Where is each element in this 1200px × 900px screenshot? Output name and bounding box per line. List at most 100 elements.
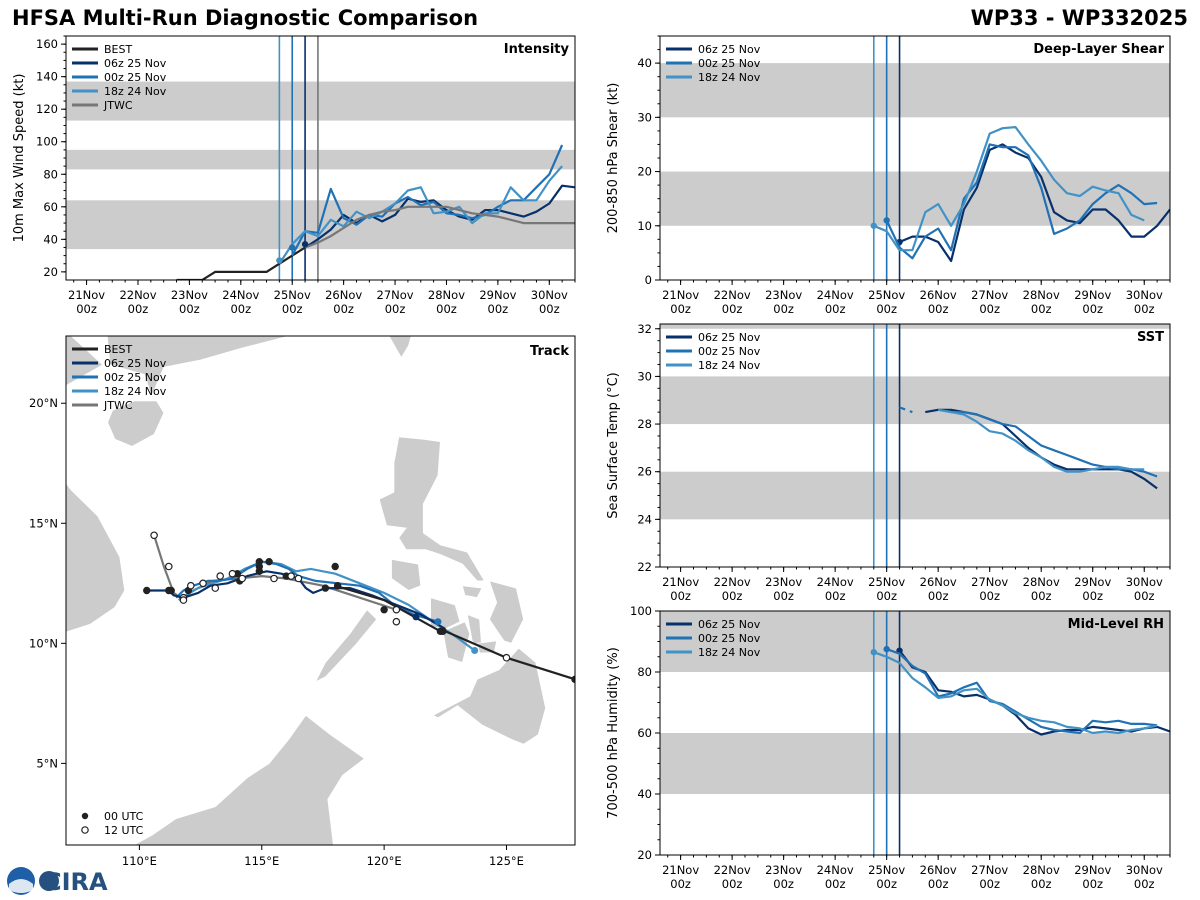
x-tick-label-day: 26Nov — [920, 863, 957, 877]
legend-label: 18z 24 Nov — [698, 646, 761, 659]
legend-label: 06z 25 Nov — [698, 331, 761, 344]
legend-label: BEST — [104, 343, 132, 356]
series-line-run06 — [899, 143, 1170, 263]
legend-label: 06z 25 Nov — [104, 57, 167, 70]
track-point-12utc — [211, 584, 220, 592]
shear-panel-title: Deep-Layer Shear — [1033, 42, 1164, 57]
init-point — [883, 217, 890, 224]
intensity-band — [660, 171, 1170, 226]
x-tick-label-hour: 00z — [76, 302, 97, 316]
track-point-12utc — [392, 605, 401, 614]
series-line-run00 — [291, 144, 564, 257]
x-tick-label-day: 29Nov — [1074, 288, 1111, 302]
shear-y-axis-label: 200-850 hPa Shear (kt) — [606, 83, 621, 234]
series-line-best — [176, 246, 306, 280]
x-tick-label-day: 23Nov — [171, 288, 208, 302]
rh-plot-area — [660, 611, 1170, 855]
track-point-00utc — [265, 557, 273, 566]
noaa-wave-icon — [9, 879, 33, 893]
y-tick-label: 140 — [36, 70, 58, 84]
track-point-12utc — [287, 572, 295, 580]
x-tick-label-hour: 00z — [928, 302, 949, 316]
y-tick-label: 20 — [43, 265, 58, 279]
x-tick-label-day: 28Nov — [428, 288, 465, 302]
track-point-00utc — [255, 567, 264, 575]
x-tick-label-hour: 00z — [230, 302, 251, 316]
x-tick-label-hour: 00z — [722, 589, 743, 603]
legend-label: 00z 25 Nov — [698, 57, 761, 70]
track-start-06z — [412, 613, 420, 621]
x-tick-label-day: 26Nov — [920, 288, 957, 302]
x-tick-label-hour: 00z — [1082, 302, 1103, 316]
legend-label: 06z 25 Nov — [698, 43, 761, 56]
track-point-00utc — [143, 586, 151, 595]
sst-plot-area — [660, 324, 1170, 567]
legend-label: BEST — [104, 43, 132, 56]
legend-label: 18z 24 Nov — [104, 85, 167, 98]
series-line-run00 — [899, 406, 913, 414]
intensity-panel: 2040608010012014016021Nov00z22Nov00z23No… — [12, 35, 576, 316]
y-tick-label: 60 — [637, 726, 652, 740]
x-tick-label-hour: 00z — [979, 589, 1000, 603]
shear-panel: 01020304021Nov00z22Nov00z23Nov00z24Nov00… — [606, 35, 1171, 316]
land-luzon — [378, 436, 486, 582]
track-lon-label: 115°E — [244, 854, 279, 868]
x-tick-label-day: 29Nov — [1074, 863, 1111, 877]
x-tick-label-day: 21Nov — [662, 863, 699, 877]
legend-label: JTWC — [103, 399, 133, 412]
sst-y-axis-label: Sea Surface Temp (°C) — [606, 372, 621, 519]
x-tick-label-day: 30Nov — [1126, 863, 1163, 877]
track-start-18z — [471, 647, 479, 655]
x-tick-label-hour: 00z — [539, 302, 560, 316]
rh-panel: 2040608010021Nov00z22Nov00z23Nov00z24Nov… — [606, 604, 1171, 891]
init-point — [289, 244, 296, 251]
track-lat-label: 5°N — [36, 756, 58, 770]
init-point — [301, 241, 309, 248]
legend-label: 18z 24 Nov — [698, 71, 761, 84]
legend-label: 00z 25 Nov — [104, 371, 167, 384]
track-point-12utc — [294, 574, 303, 583]
x-tick-label-day: 23Nov — [765, 575, 802, 589]
x-tick-label-day: 27Nov — [971, 863, 1008, 877]
y-tick-label: 80 — [637, 665, 652, 679]
x-tick-label-hour: 00z — [670, 877, 691, 891]
track-lon-label: 125°E — [489, 854, 524, 868]
track-panel: 110°E 115°E 120°E 125°E 5°N 10°N 15°N 20°N Track… — [29, 335, 576, 868]
x-tick-label-hour: 00z — [825, 589, 846, 603]
x-tick-label-hour: 00z — [670, 589, 691, 603]
x-tick-label-day: 24Nov — [817, 863, 854, 877]
x-tick-label-hour: 00z — [979, 302, 1000, 316]
x-tick-label-hour: 00z — [773, 302, 794, 316]
intensity-band — [660, 611, 1170, 672]
x-tick-label-hour: 00z — [1082, 589, 1103, 603]
x-tick-label-day: 22Nov — [714, 575, 751, 589]
x-tick-label-hour: 00z — [1082, 877, 1103, 891]
intensity-band — [66, 81, 575, 121]
track-point-12utc — [502, 653, 511, 662]
track-point-12utc — [164, 562, 173, 571]
x-tick-label-hour: 00z — [928, 877, 949, 891]
track-point-12utc — [270, 574, 278, 583]
y-tick-label: 100 — [36, 135, 58, 149]
x-tick-label-hour: 00z — [282, 302, 303, 316]
track-point-00utc — [436, 627, 445, 636]
y-tick-label: 40 — [637, 787, 652, 801]
x-tick-label-hour: 00z — [333, 302, 354, 316]
intensity-band — [660, 376, 1170, 425]
x-tick-label-day: 25Nov — [274, 288, 311, 302]
x-tick-label-day: 21Nov — [68, 288, 105, 302]
x-tick-label-hour: 00z — [385, 302, 406, 316]
cira-globe-icon — [39, 871, 59, 891]
y-tick-label: 24 — [637, 512, 652, 526]
track-panel-title: Track — [530, 344, 569, 359]
intensity-band — [660, 324, 1170, 329]
legend-marker-12utc — [81, 826, 89, 834]
sst-panel: 22242628303221Nov00z22Nov00z23Nov00z24No… — [606, 322, 1171, 603]
y-tick-label: 100 — [630, 604, 652, 618]
x-tick-label-hour: 00z — [722, 302, 743, 316]
page-title: HFSA Multi-Run Diagnostic Comparison — [12, 6, 479, 30]
x-tick-label-day: 27Nov — [971, 575, 1008, 589]
x-tick-label-hour: 00z — [979, 877, 1000, 891]
sst-frame — [659, 323, 1171, 568]
